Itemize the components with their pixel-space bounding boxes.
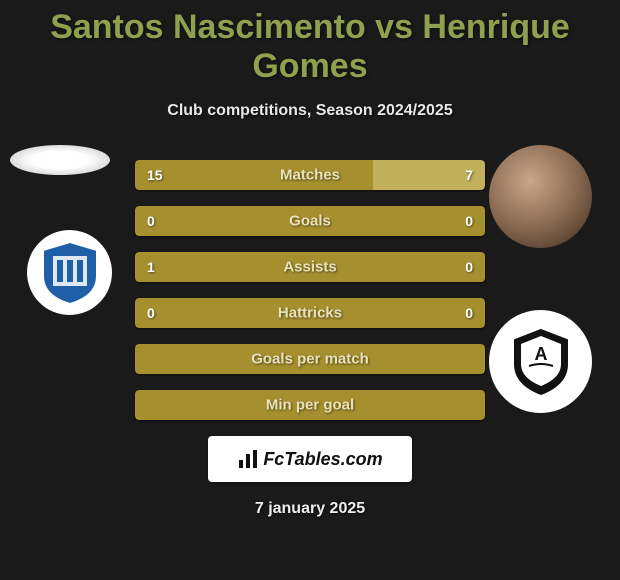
player-left-avatar	[10, 145, 110, 175]
stat-value-right: 0	[465, 213, 473, 229]
shield-icon	[35, 238, 105, 308]
stat-value-right: 7	[465, 167, 473, 183]
stat-row: Min per goal	[135, 390, 485, 420]
brand-badge: FcTables.com	[208, 436, 412, 482]
comparison-title: Santos Nascimento vs Henrique Gomes	[0, 0, 620, 86]
stat-value-right: 0	[465, 305, 473, 321]
stat-value-right: 0	[465, 259, 473, 275]
stat-row: Goals per match	[135, 344, 485, 374]
svg-text:A: A	[534, 344, 547, 364]
comparison-content: A Matches157Goals00Assists10Hattricks00G…	[0, 160, 620, 518]
stat-label: Goals	[289, 213, 331, 230]
stat-value-left: 0	[147, 305, 155, 321]
stat-row: Hattricks 0 0	[135, 298, 485, 328]
stat-label: Hattricks	[278, 305, 342, 322]
stat-label: Min per goal	[266, 397, 354, 414]
stat-row: Goals 0 0	[135, 206, 485, 236]
stat-row: Assists 1 0	[135, 252, 485, 282]
stat-bars: Matches157Goals00Assists10Hattricks00Goa…	[135, 160, 485, 420]
player-right-avatar	[489, 145, 592, 248]
stat-label: Matches	[280, 167, 340, 184]
stat-value-left: 1	[147, 259, 155, 275]
stat-label: Goals per match	[251, 351, 369, 368]
stat-value-left: 15	[147, 167, 163, 183]
stat-value-left: 0	[147, 213, 155, 229]
chart-icon	[237, 448, 259, 470]
shield-icon: A	[501, 322, 581, 402]
club-left-badge	[27, 230, 112, 315]
comparison-date: 7 january 2025	[0, 500, 620, 518]
club-right-badge: A	[489, 310, 592, 413]
brand-text: FcTables.com	[263, 449, 382, 470]
stat-label: Assists	[283, 259, 336, 276]
stat-row: Matches 15 7	[135, 160, 485, 190]
comparison-subtitle: Club competitions, Season 2024/2025	[0, 102, 620, 120]
